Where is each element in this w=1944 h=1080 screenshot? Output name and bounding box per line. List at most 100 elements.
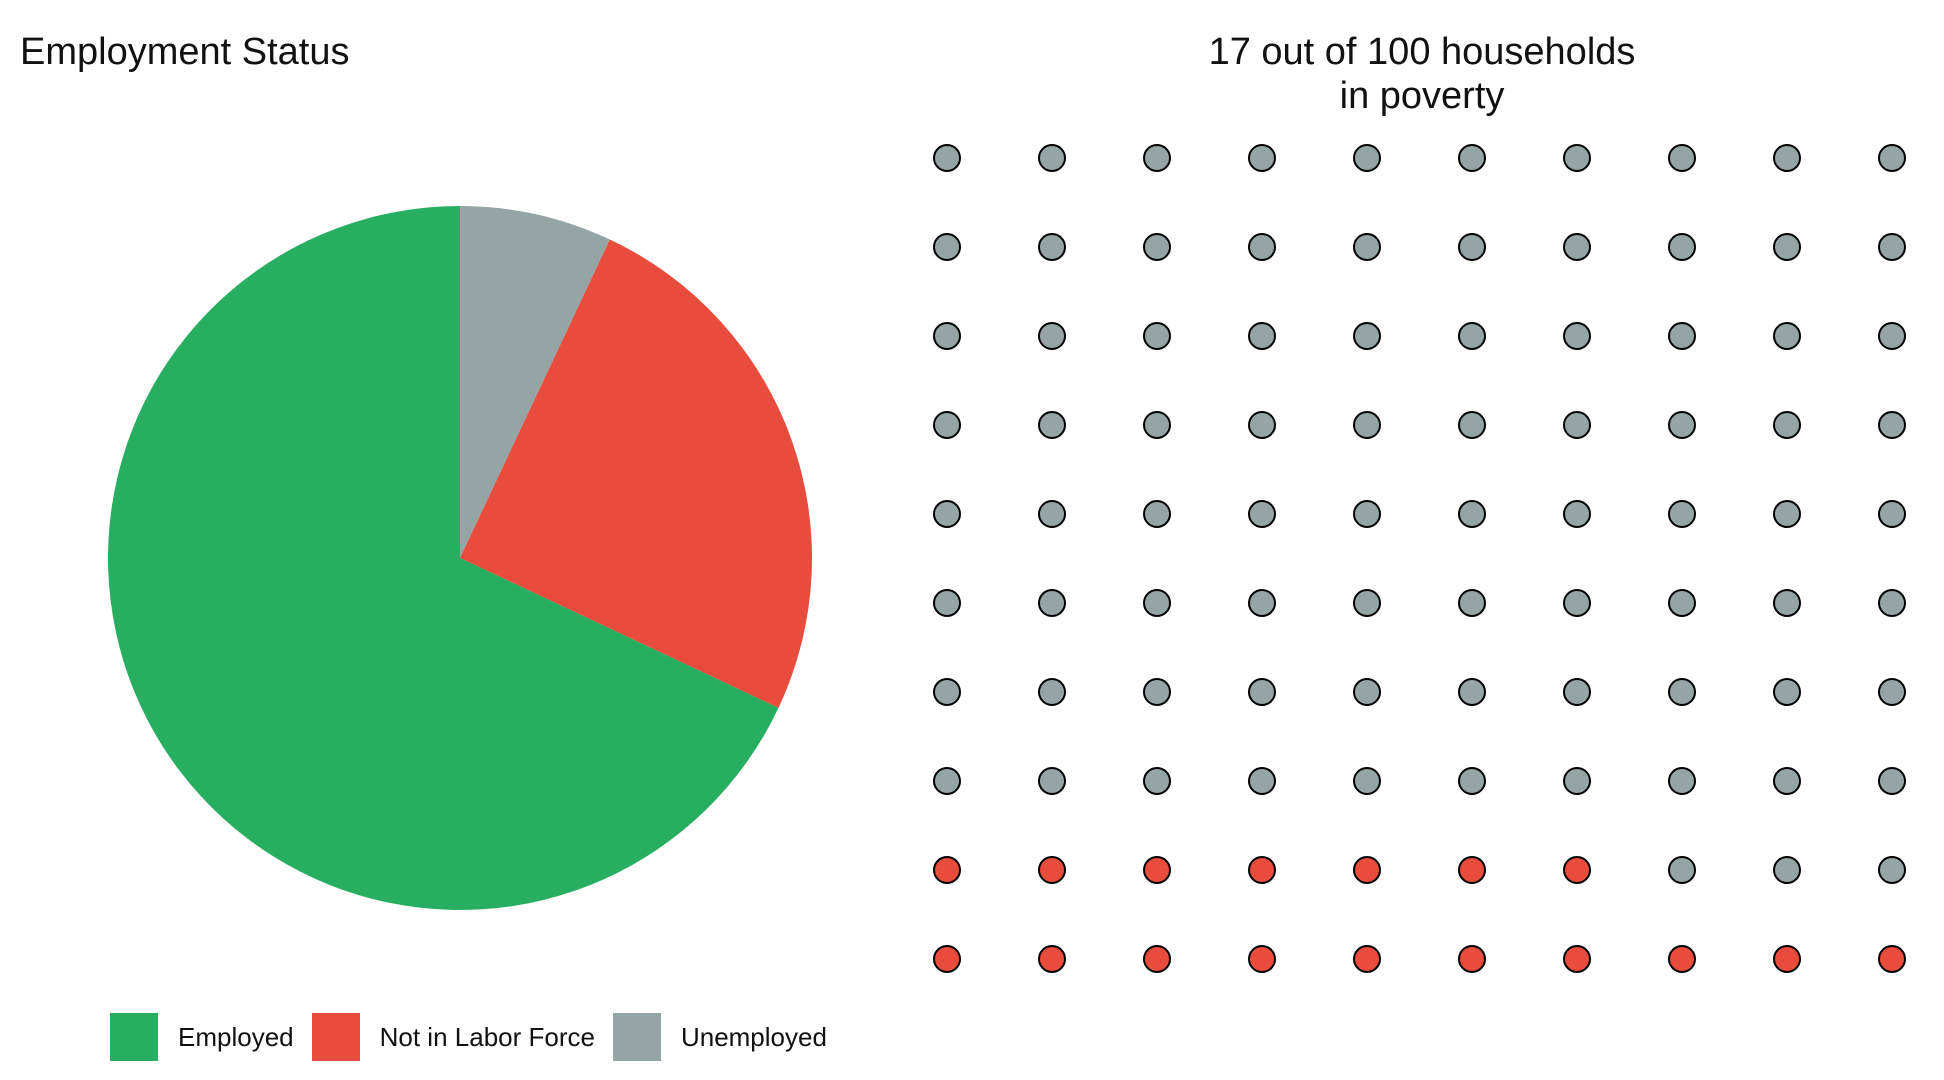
waffle-dot-not-poverty [1248, 500, 1276, 528]
legend-swatch-employed [110, 1013, 158, 1061]
waffle-dot-not-poverty [1248, 233, 1276, 261]
employment-pie-chart [108, 206, 812, 910]
waffle-dot-not-poverty [1563, 411, 1591, 439]
waffle-dot-not-poverty [933, 589, 961, 617]
waffle-dot-poverty [1458, 856, 1486, 884]
waffle-dot-not-poverty [1878, 500, 1906, 528]
waffle-dot-poverty [1353, 945, 1381, 973]
legend-item-employed: Employed [110, 1013, 294, 1061]
waffle-dot-not-poverty [1563, 589, 1591, 617]
waffle-dot-not-poverty [1668, 589, 1696, 617]
waffle-dot-not-poverty [1038, 589, 1066, 617]
waffle-dot-not-poverty [1248, 144, 1276, 172]
waffle-dot-not-poverty [1878, 233, 1906, 261]
waffle-dot-not-poverty [1773, 767, 1801, 795]
waffle-dot-not-poverty [1038, 233, 1066, 261]
waffle-dot-not-poverty [1773, 678, 1801, 706]
waffle-dot-not-poverty [1248, 589, 1276, 617]
waffle-dot-not-poverty [1143, 767, 1171, 795]
waffle-dot-not-poverty [1038, 500, 1066, 528]
waffle-dot-not-poverty [1878, 322, 1906, 350]
waffle-dot-not-poverty [1668, 322, 1696, 350]
legend-label-employed: Employed [178, 1022, 294, 1052]
waffle-dot-not-poverty [1563, 144, 1591, 172]
employment-status-panel: Employment Status Employed Not in Labor … [0, 0, 900, 1080]
waffle-chart-title: 17 out of 100 households in poverty [1208, 31, 1636, 117]
waffle-dot-not-poverty [933, 767, 961, 795]
waffle-dot-not-poverty [1038, 144, 1066, 172]
waffle-dot-not-poverty [933, 500, 961, 528]
waffle-dot-not-poverty [1353, 233, 1381, 261]
waffle-dot-not-poverty [1143, 589, 1171, 617]
waffle-dot-not-poverty [1248, 767, 1276, 795]
waffle-dot-not-poverty [1353, 144, 1381, 172]
waffle-dot-poverty [1248, 945, 1276, 973]
legend-item-not-in-labor-force: Not in Labor Force [311, 1013, 595, 1061]
waffle-dot-not-poverty [1458, 678, 1486, 706]
waffle-dot-not-poverty [1038, 678, 1066, 706]
waffle-dot-not-poverty [1878, 856, 1906, 884]
waffle-dot-not-poverty [1563, 233, 1591, 261]
waffle-dot-not-poverty [1143, 500, 1171, 528]
legend-label-not-in-labor-force: Not in Labor Force [379, 1022, 595, 1052]
waffle-dot-not-poverty [1038, 411, 1066, 439]
waffle-dot-not-poverty [1458, 144, 1486, 172]
waffle-dot-not-poverty [933, 411, 961, 439]
waffle-dot-not-poverty [1143, 411, 1171, 439]
waffle-dot-not-poverty [1143, 233, 1171, 261]
waffle-dot-not-poverty [1773, 233, 1801, 261]
pie-slice-unemployed [460, 206, 610, 558]
pie-slice-employed [108, 206, 779, 910]
waffle-dot-not-poverty [1458, 322, 1486, 350]
waffle-dot-poverty [933, 945, 961, 973]
poverty-waffle-chart [933, 144, 1906, 973]
waffle-dot-not-poverty [1458, 411, 1486, 439]
waffle-dot-not-poverty [1353, 678, 1381, 706]
waffle-dot-not-poverty [1143, 322, 1171, 350]
waffle-dot-not-poverty [1773, 500, 1801, 528]
waffle-dot-not-poverty [1563, 322, 1591, 350]
waffle-dot-not-poverty [1038, 322, 1066, 350]
waffle-dot-not-poverty [1038, 767, 1066, 795]
waffle-dot-not-poverty [1668, 767, 1696, 795]
waffle-dot-not-poverty [1353, 411, 1381, 439]
waffle-dot-poverty [1143, 856, 1171, 884]
waffle-dot-poverty [1563, 945, 1591, 973]
waffle-dot-not-poverty [1773, 589, 1801, 617]
waffle-dot-not-poverty [1458, 767, 1486, 795]
waffle-dot-not-poverty [933, 322, 961, 350]
waffle-dot-poverty [1458, 945, 1486, 973]
waffle-dot-poverty [1563, 856, 1591, 884]
waffle-dot-not-poverty [1458, 233, 1486, 261]
waffle-dot-not-poverty [1458, 589, 1486, 617]
waffle-dot-not-poverty [1878, 411, 1906, 439]
legend-label-unemployed: Unemployed [680, 1022, 827, 1052]
waffle-dot-not-poverty [1773, 144, 1801, 172]
waffle-dot-not-poverty [1458, 500, 1486, 528]
waffle-dot-not-poverty [1563, 678, 1591, 706]
waffle-dot-not-poverty [1248, 678, 1276, 706]
waffle-dot-not-poverty [1563, 500, 1591, 528]
legend-swatch-not-in-labor-force [311, 1013, 360, 1061]
waffle-dot-not-poverty [1668, 678, 1696, 706]
waffle-dot-not-poverty [1668, 500, 1696, 528]
pie-legend: Employed Not in Labor Force Unemployed [110, 1012, 845, 1062]
waffle-dot-not-poverty [1563, 767, 1591, 795]
waffle-dot-not-poverty [1878, 589, 1906, 617]
waffle-dot-not-poverty [1668, 233, 1696, 261]
legend-item-unemployed: Unemployed [612, 1013, 827, 1061]
waffle-dot-not-poverty [1143, 678, 1171, 706]
waffle-dot-not-poverty [1668, 856, 1696, 884]
waffle-dot-poverty [1143, 945, 1171, 973]
waffle-dot-not-poverty [1353, 500, 1381, 528]
waffle-dot-not-poverty [1353, 589, 1381, 617]
waffle-dot-poverty [933, 856, 961, 884]
waffle-dot-not-poverty [1143, 144, 1171, 172]
waffle-dot-poverty [1668, 945, 1696, 973]
waffle-dot-poverty [1038, 856, 1066, 884]
legend-swatch-unemployed [612, 1013, 661, 1061]
waffle-dot-not-poverty [1668, 144, 1696, 172]
waffle-dot-poverty [1248, 856, 1276, 884]
waffle-dot-not-poverty [1353, 322, 1381, 350]
waffle-dot-poverty [1878, 945, 1906, 973]
